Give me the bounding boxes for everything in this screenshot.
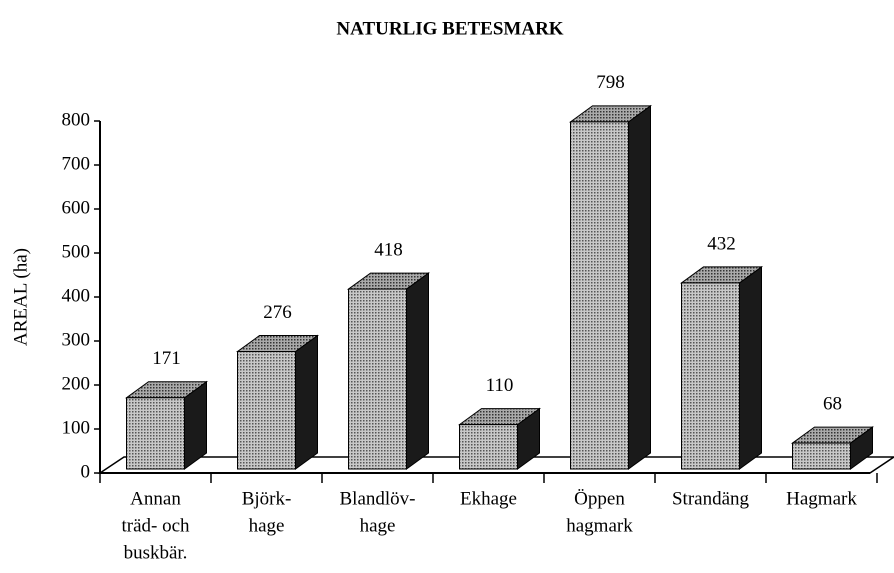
bar xyxy=(235,334,320,470)
y-tick-label: 200 xyxy=(62,373,91,394)
bar xyxy=(679,265,764,470)
value-label: 798 xyxy=(596,72,625,93)
y-tick-label: 800 xyxy=(62,109,91,130)
value-label: 68 xyxy=(823,393,842,414)
x-tick-label: Blandlöv- xyxy=(340,488,416,509)
x-tick-label: hagmark xyxy=(566,515,633,536)
y-tick-label: 0 xyxy=(81,461,91,482)
bar-front xyxy=(126,397,185,470)
bar-front xyxy=(237,351,296,470)
bar-front xyxy=(792,442,851,470)
x-tick-label: Öppen xyxy=(574,488,625,509)
value-label: 276 xyxy=(263,302,292,323)
x-tick-label: Strandäng xyxy=(672,488,750,509)
bar-side xyxy=(406,272,429,470)
value-label: 432 xyxy=(707,233,736,254)
x-tick-label: Ekhage xyxy=(460,488,517,509)
value-label: 171 xyxy=(152,348,181,369)
x-tick-label: träd- och xyxy=(121,515,190,536)
bar-front xyxy=(348,288,407,470)
bar-side xyxy=(739,265,762,470)
bar xyxy=(346,272,431,470)
x-tick-label: Annan xyxy=(130,488,181,509)
y-tick-label: 100 xyxy=(62,417,91,438)
bar-front xyxy=(570,121,629,470)
value-label: 110 xyxy=(486,375,514,396)
x-tick-label: hage xyxy=(249,515,285,536)
bar-front xyxy=(681,282,740,470)
bar-front xyxy=(459,424,518,470)
y-tick-label: 300 xyxy=(62,329,91,350)
y-axis-label: AREAL (ha) xyxy=(10,248,31,346)
y-tick-label: 500 xyxy=(62,241,91,262)
bar xyxy=(124,380,209,470)
bar xyxy=(568,104,653,470)
chart-title: NATURLIG BETESMARK xyxy=(336,18,563,39)
x-tick-label: Björk- xyxy=(242,488,292,509)
x-tick-label: Hagmark xyxy=(786,488,857,509)
y-tick-label: 600 xyxy=(62,197,91,218)
y-tick-label: 400 xyxy=(62,285,91,306)
bar-side xyxy=(628,104,651,470)
bar-side xyxy=(295,334,318,470)
x-tick-label: hage xyxy=(360,515,396,536)
x-tick-label: buskbär. xyxy=(124,542,188,563)
value-label: 418 xyxy=(374,239,403,260)
bar xyxy=(457,407,542,470)
bar xyxy=(790,426,875,470)
y-tick-label: 700 xyxy=(62,153,91,174)
